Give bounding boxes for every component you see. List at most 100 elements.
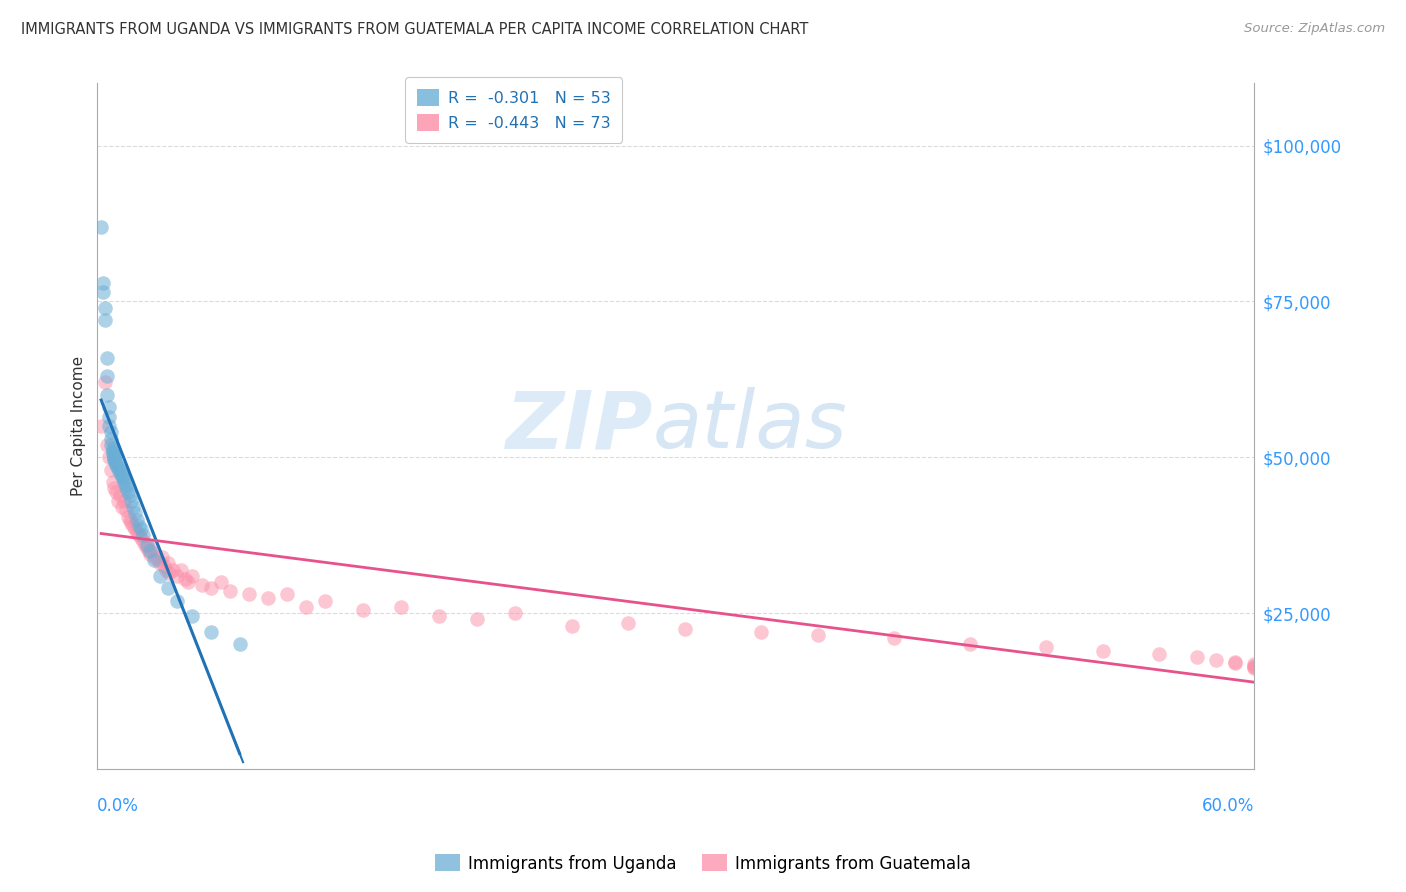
Point bbox=[105, 484, 128, 499]
Point bbox=[105, 455, 128, 469]
Point bbox=[295, 599, 318, 614]
Point bbox=[190, 578, 212, 592]
Point bbox=[389, 599, 412, 614]
Point bbox=[1035, 640, 1057, 655]
Point bbox=[1225, 656, 1247, 670]
Point bbox=[127, 513, 149, 527]
Point bbox=[141, 541, 163, 555]
Point bbox=[181, 569, 204, 583]
Point bbox=[617, 615, 640, 630]
Point bbox=[94, 301, 117, 315]
Text: 60.0%: 60.0% bbox=[1202, 797, 1254, 814]
Point bbox=[121, 494, 143, 508]
Point bbox=[96, 438, 118, 452]
Point bbox=[134, 538, 156, 552]
Point bbox=[97, 401, 120, 415]
Text: Source: ZipAtlas.com: Source: ZipAtlas.com bbox=[1244, 22, 1385, 36]
Text: ZIP: ZIP bbox=[505, 387, 652, 465]
Point bbox=[100, 432, 122, 446]
Point bbox=[1243, 660, 1265, 674]
Point bbox=[139, 544, 162, 558]
Point bbox=[107, 461, 129, 475]
Point bbox=[132, 528, 155, 542]
Point bbox=[111, 467, 134, 482]
Point bbox=[1243, 661, 1265, 675]
Point bbox=[959, 637, 981, 651]
Point bbox=[135, 538, 157, 552]
Point bbox=[112, 472, 135, 486]
Point bbox=[257, 591, 280, 605]
Point bbox=[101, 445, 124, 459]
Point bbox=[118, 488, 141, 502]
Point bbox=[1187, 649, 1209, 664]
Point bbox=[228, 637, 250, 651]
Point bbox=[101, 444, 124, 458]
Point bbox=[101, 441, 124, 455]
Point bbox=[124, 507, 146, 521]
Point bbox=[883, 631, 905, 645]
Point bbox=[100, 438, 122, 452]
Text: atlas: atlas bbox=[652, 387, 848, 465]
Point bbox=[105, 457, 128, 471]
Point bbox=[1205, 653, 1227, 667]
Text: 0.0%: 0.0% bbox=[97, 797, 139, 814]
Point bbox=[96, 351, 118, 365]
Legend: Immigrants from Uganda, Immigrants from Guatemala: Immigrants from Uganda, Immigrants from … bbox=[429, 847, 977, 880]
Point bbox=[170, 563, 193, 577]
Point bbox=[673, 622, 696, 636]
Point bbox=[114, 478, 136, 492]
Point bbox=[127, 525, 149, 540]
Point bbox=[219, 584, 242, 599]
Point bbox=[749, 624, 772, 639]
Point bbox=[103, 450, 125, 465]
Point bbox=[100, 425, 122, 440]
Point bbox=[103, 451, 125, 466]
Point bbox=[122, 519, 145, 533]
Point bbox=[155, 563, 177, 577]
Point bbox=[200, 624, 222, 639]
Point bbox=[96, 388, 118, 402]
Point bbox=[118, 513, 141, 527]
Point bbox=[807, 628, 830, 642]
Point bbox=[97, 419, 120, 434]
Point bbox=[94, 376, 117, 390]
Point bbox=[114, 503, 136, 517]
Point bbox=[135, 541, 157, 555]
Point bbox=[103, 453, 125, 467]
Point bbox=[138, 544, 160, 558]
Point bbox=[90, 219, 112, 234]
Point bbox=[427, 609, 450, 624]
Point bbox=[97, 450, 120, 465]
Point bbox=[91, 285, 114, 299]
Point bbox=[96, 369, 118, 384]
Point bbox=[124, 522, 146, 536]
Point bbox=[139, 547, 162, 561]
Point bbox=[103, 449, 125, 463]
Point bbox=[97, 409, 120, 424]
Point bbox=[143, 553, 166, 567]
Point bbox=[105, 458, 128, 472]
Point bbox=[1225, 655, 1247, 669]
Y-axis label: Per Capita Income: Per Capita Income bbox=[72, 356, 86, 496]
Point bbox=[111, 470, 134, 484]
Point bbox=[276, 587, 298, 601]
Point bbox=[173, 572, 195, 586]
Point bbox=[114, 482, 136, 496]
Point bbox=[108, 463, 131, 477]
Point bbox=[91, 276, 114, 290]
Point bbox=[101, 475, 124, 490]
Point bbox=[238, 587, 260, 601]
Point bbox=[1243, 658, 1265, 673]
Point bbox=[149, 569, 172, 583]
Point bbox=[166, 593, 188, 607]
Point bbox=[112, 494, 135, 508]
Point bbox=[121, 516, 143, 530]
Point bbox=[149, 557, 172, 571]
Point bbox=[122, 500, 145, 515]
Point bbox=[177, 574, 200, 589]
Text: IMMIGRANTS FROM UGANDA VS IMMIGRANTS FROM GUATEMALA PER CAPITA INCOME CORRELATIO: IMMIGRANTS FROM UGANDA VS IMMIGRANTS FRO… bbox=[21, 22, 808, 37]
Point bbox=[128, 519, 150, 533]
Point bbox=[128, 528, 150, 542]
Point bbox=[100, 463, 122, 477]
Point bbox=[90, 419, 112, 434]
